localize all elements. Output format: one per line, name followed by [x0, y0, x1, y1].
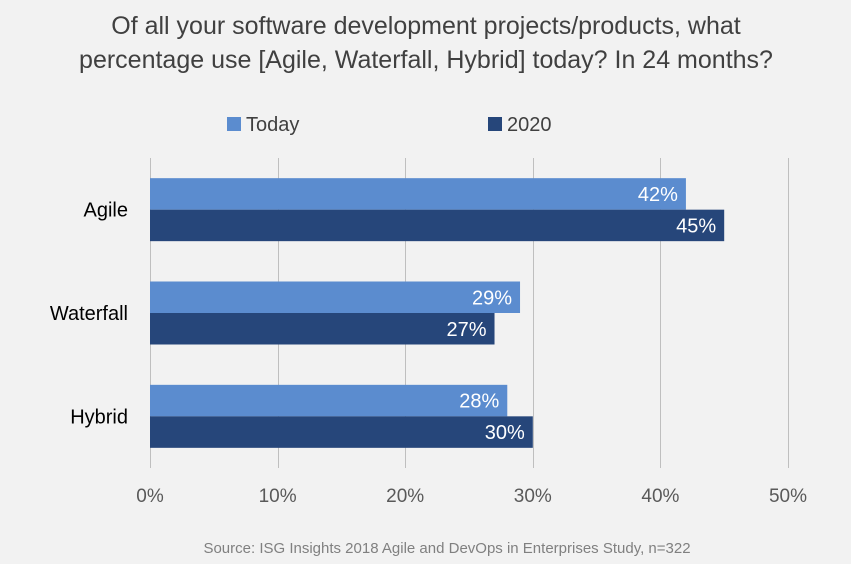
x-tick-label: 40%: [641, 486, 679, 507]
legend-swatch-today: [227, 117, 241, 131]
bar-today-waterfall: [150, 281, 521, 313]
category-label: Waterfall: [50, 303, 128, 325]
legend-label-2020: 2020: [507, 114, 552, 136]
chart-title-line-1: Of all your software development project…: [111, 12, 741, 40]
chart-title-line-2: percentage use [Agile, Waterfall, Hybrid…: [79, 46, 773, 74]
category-labels: Agile Waterfall Hybrid: [50, 200, 128, 429]
bar-today-agile: [150, 178, 686, 210]
bar-data-label: 27%: [446, 319, 486, 341]
legend: Today 2020: [227, 114, 552, 136]
category-label: Agile: [84, 200, 128, 222]
chart-title: Of all your software development project…: [79, 12, 773, 74]
x-tick-label: 30%: [514, 486, 552, 507]
x-tick-label: 20%: [386, 486, 424, 507]
bar-labels: 42% 45% 29% 27% 28% 30%: [446, 184, 716, 444]
bars: [150, 178, 725, 448]
x-axis-ticks: 0% 10% 20% 30% 40% 50%: [136, 486, 807, 507]
bar-today-hybrid: [150, 384, 508, 417]
bar-data-label: 45%: [676, 215, 716, 237]
category-label: Hybrid: [70, 406, 128, 428]
x-tick-label: 50%: [769, 486, 807, 507]
bar-data-label: 28%: [459, 391, 499, 413]
legend-label-today: Today: [246, 114, 299, 136]
bar-2020-hybrid: [150, 416, 533, 448]
bar-2020-agile: [150, 209, 725, 242]
bar-data-label: 42%: [638, 184, 678, 206]
x-tick-label: 0%: [136, 486, 164, 507]
bar-data-label: 29%: [472, 287, 512, 309]
legend-swatch-2020: [488, 117, 502, 131]
x-tick-label: 10%: [259, 486, 297, 507]
source-note: Source: ISG Insights 2018 Agile and DevO…: [203, 540, 690, 557]
bar-2020-waterfall: [150, 313, 495, 345]
bar-data-label: 30%: [485, 422, 525, 444]
